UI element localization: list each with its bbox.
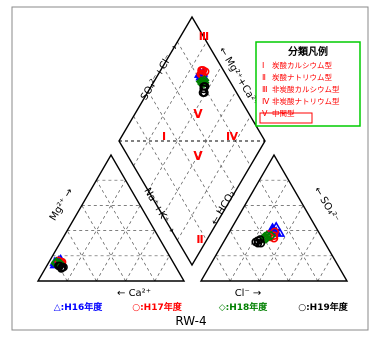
series-legend-item: ○:H17年度 (132, 301, 183, 313)
anion-triangle (199, 153, 349, 282)
data-point (256, 238, 266, 248)
legend-highlight-box (259, 112, 313, 124)
axis-label-diamond-top-right: ← Mg²⁺+Ca²⁺ (216, 45, 260, 108)
axis-label-anion-bottom: Cl⁻ → (235, 288, 262, 299)
plot-frame (11, 6, 369, 331)
legend-item-label: 非炭酸ナトリウム型 (272, 96, 340, 106)
series-legend: △:H16年度 ○:H17年度 ◇:H18年度 ○:H19年度 (54, 301, 349, 313)
axis-label-cation-left: Mg²⁺ → (48, 187, 76, 223)
data-points (49, 66, 286, 273)
grid-line (259, 180, 319, 281)
region-label-bottom: Ⅱ (196, 233, 203, 246)
grid-line (317, 255, 333, 281)
grid-line (81, 205, 126, 281)
grid-line (147, 66, 222, 191)
data-point (255, 235, 265, 244)
series-legend-item: ○:H19年度 (298, 301, 349, 313)
data-point (200, 88, 209, 97)
legend-item-code: Ⅲ (262, 85, 268, 94)
cation-triangle (36, 153, 186, 282)
region-label-left: Ⅰ (162, 130, 166, 143)
grid-line (154, 255, 170, 281)
grid-line (229, 180, 289, 281)
series-legend-item: ◇:H18年度 (219, 301, 269, 313)
grid-line (66, 180, 126, 281)
grid-line (125, 230, 156, 281)
legend-item-code: Ⅰ (262, 61, 264, 70)
grid-line (66, 230, 97, 281)
chart-title: RW-4 (175, 314, 206, 328)
grid-line (288, 230, 319, 281)
legend-item-label: 非炭酸カルシウム型 (272, 84, 340, 94)
data-point (261, 230, 272, 241)
region-label-center-b: Ⅴ (193, 149, 203, 163)
region-label-center-a: Ⅴ (193, 107, 203, 121)
data-point (251, 237, 261, 247)
legend-item-label: 炭酸ナトリウム型 (272, 72, 332, 82)
grid-line (215, 255, 231, 281)
anion-grid (215, 179, 333, 281)
axis-label-cation-bottom: ← Ca²⁺ (117, 288, 151, 299)
series-legend-item: △:H16年度 (54, 301, 104, 313)
data-point (197, 66, 206, 75)
axis-label-diamond-top-left: SO₄²⁻+Cl⁻ → (139, 43, 181, 102)
axis-label-center-left: Na⁺+K⁺ → (141, 186, 177, 235)
grid-line (229, 230, 260, 281)
legend-item-code: Ⅱ (262, 73, 266, 82)
classification-legend-title: 分類凡例 (288, 45, 328, 58)
grid-line (96, 205, 141, 281)
grid-line (147, 91, 222, 216)
region-label-right: Ⅳ (226, 130, 239, 143)
legend-item-code: Ⅳ (262, 97, 270, 106)
data-point (55, 261, 65, 271)
legend-item-label: 炭酸カルシウム型 (272, 60, 332, 70)
grid-line (96, 180, 156, 281)
axis-label-anion-right: ← SO₄²⁻ (311, 185, 341, 224)
grid-line (177, 41, 251, 166)
grid-line (259, 205, 304, 281)
classification-legend-box (255, 41, 361, 127)
region-label-top: Ⅲ (199, 30, 209, 43)
piper-diamond (118, 15, 266, 267)
data-point (199, 75, 210, 86)
